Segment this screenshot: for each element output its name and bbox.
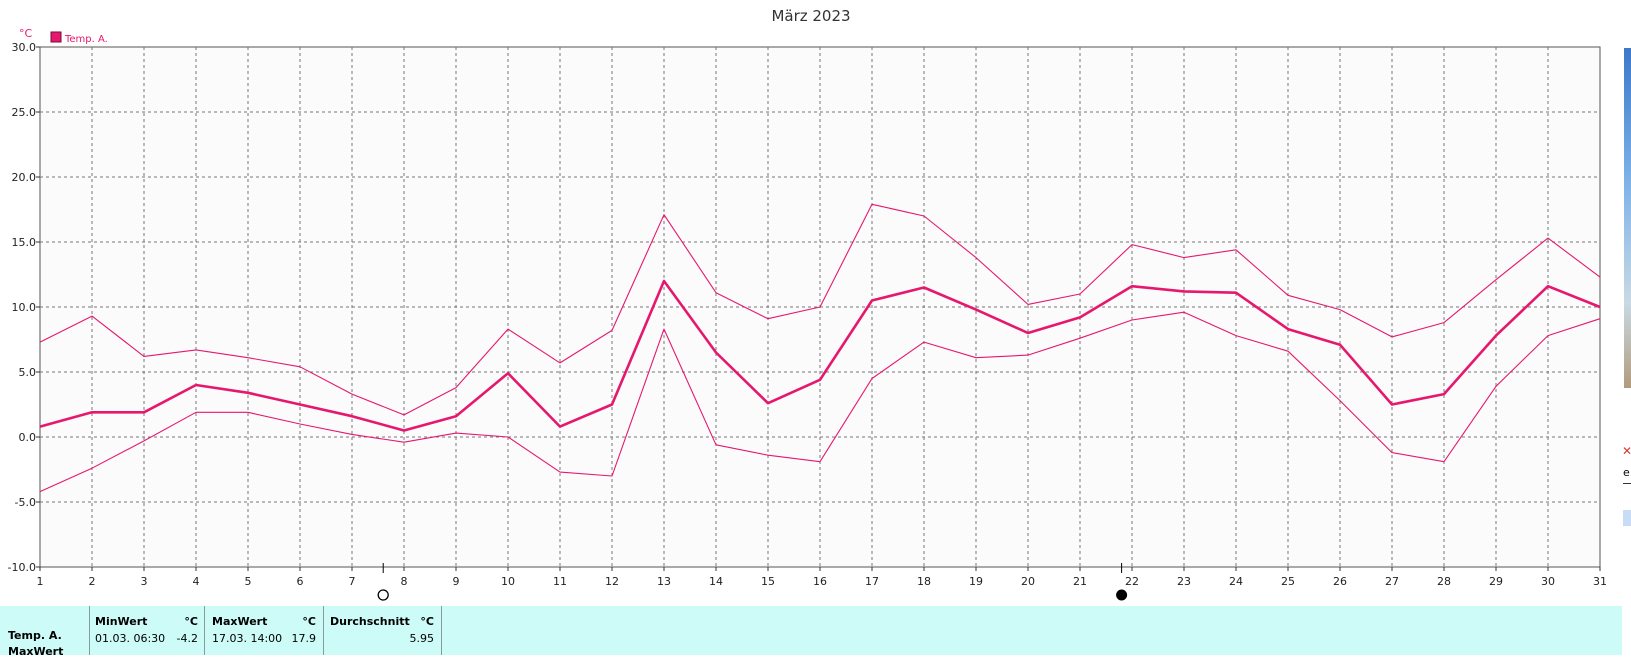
y-tick-label: -5.0 [15, 496, 36, 509]
x-tick-label: 21 [1073, 575, 1087, 588]
stats-label-cell: Temp. A. MaxWert [0, 606, 89, 658]
full-moon-icon [377, 589, 389, 601]
legend-label: Temp. A. [64, 34, 108, 45]
x-tick-label: 29 [1489, 575, 1503, 588]
avg-value: 5.95 [409, 632, 435, 645]
x-tick-label: 31 [1593, 575, 1607, 588]
y-axis-unit: °C [19, 27, 33, 40]
x-tick-label: 10 [501, 575, 515, 588]
y-tick-label: 0.0 [19, 431, 37, 444]
max-unit: °C [302, 615, 316, 628]
x-tick-label: 22 [1125, 575, 1139, 588]
min-unit: °C [184, 615, 198, 628]
wallpaper-fragment [1624, 48, 1631, 388]
x-tick-label: 16 [813, 575, 827, 588]
grid [40, 47, 1600, 567]
y-tick-label: 20.0 [12, 171, 37, 184]
new-moon-icon [1116, 589, 1128, 601]
x-tick-label: 6 [297, 575, 304, 588]
max-header: MaxWert [212, 615, 268, 628]
y-tick-label: 5.0 [19, 366, 37, 379]
stats-row-label: Temp. A. [8, 629, 62, 642]
x-tick-label: 20 [1021, 575, 1035, 588]
x-axis-ticks: 1 2 3 4 5 6 7 8 9 10 11 12 13 14 15 16 17 18 19 20 21 22 23 24 2… [37, 567, 1607, 588]
y-tick-label: 15.0 [12, 236, 37, 249]
chart-title: März 2023 [771, 7, 850, 25]
min-date: 01.03. 06:30 [95, 632, 166, 645]
avg-cell: Durchschnitt °C 5.95 [324, 606, 442, 655]
y-tick-label: 10.0 [12, 301, 37, 314]
series-line-avg [39, 279, 1601, 432]
series [39, 203, 1601, 493]
max-value: 17.9 [291, 632, 317, 645]
max-date: 17.03. 14:00 [212, 632, 283, 645]
x-tick-label: 13 [657, 575, 671, 588]
x-tick-label: 19 [969, 575, 983, 588]
x-tick-label: 17 [865, 575, 879, 588]
y-tick-label: 25.0 [12, 106, 37, 119]
x-tick-label: 18 [917, 575, 931, 588]
y-tick-label: 30.0 [12, 41, 37, 54]
x-tick-label: 8 [401, 575, 408, 588]
statistics-panel: Temp. A. MaxWert MinWert °C 01.03. 06:30… [0, 606, 1622, 658]
min-value: -4.2 [176, 632, 198, 645]
background-window-strip: ✕ e [1622, 0, 1631, 655]
x-tick-label: 11 [553, 575, 567, 588]
x-tick-label: 3 [141, 575, 148, 588]
close-icon[interactable]: ✕ [1622, 444, 1631, 458]
x-tick-label: 2 [89, 575, 96, 588]
x-tick-label: 4 [193, 575, 200, 588]
x-tick-label: 7 [349, 575, 356, 588]
min-cell: MinWert °C 01.03. 06:30 -4.2 [89, 606, 205, 655]
y-axis-ticks: 30.0 25.0 20.0 15.0 10.0 5.0 0.0 -5.0 -10.0 [8, 41, 40, 574]
avg-header: Durchschnitt [330, 615, 410, 628]
x-tick-label: 24 [1229, 575, 1243, 588]
x-tick-label: 30 [1541, 575, 1555, 588]
window-fragment-divider [1623, 483, 1631, 484]
y-tick-label: -10.0 [8, 561, 36, 574]
x-tick-label: 15 [761, 575, 775, 588]
series-line-min [39, 311, 1601, 493]
moon-phases [377, 563, 1128, 601]
x-tick-label: 25 [1281, 575, 1295, 588]
x-tick-label: 5 [245, 575, 252, 588]
x-tick-label: 9 [453, 575, 460, 588]
avg-unit: °C [420, 615, 434, 628]
x-tick-label: 23 [1177, 575, 1191, 588]
legend-swatch [50, 31, 62, 43]
x-tick-label: 28 [1437, 575, 1451, 588]
window-fragment-box [1623, 510, 1631, 526]
x-tick-label: 12 [605, 575, 619, 588]
x-tick-label: 1 [37, 575, 44, 588]
x-tick-label: 14 [709, 575, 723, 588]
window-fragment-text: e [1623, 466, 1630, 479]
min-header: MinWert [95, 615, 148, 628]
series-line-max [39, 203, 1601, 416]
x-tick-label: 27 [1385, 575, 1399, 588]
x-tick-label: 26 [1333, 575, 1347, 588]
max-cell: MaxWert °C 17.03. 14:00 17.9 [205, 606, 324, 655]
stats-row-label-cut: MaxWert [8, 645, 64, 658]
